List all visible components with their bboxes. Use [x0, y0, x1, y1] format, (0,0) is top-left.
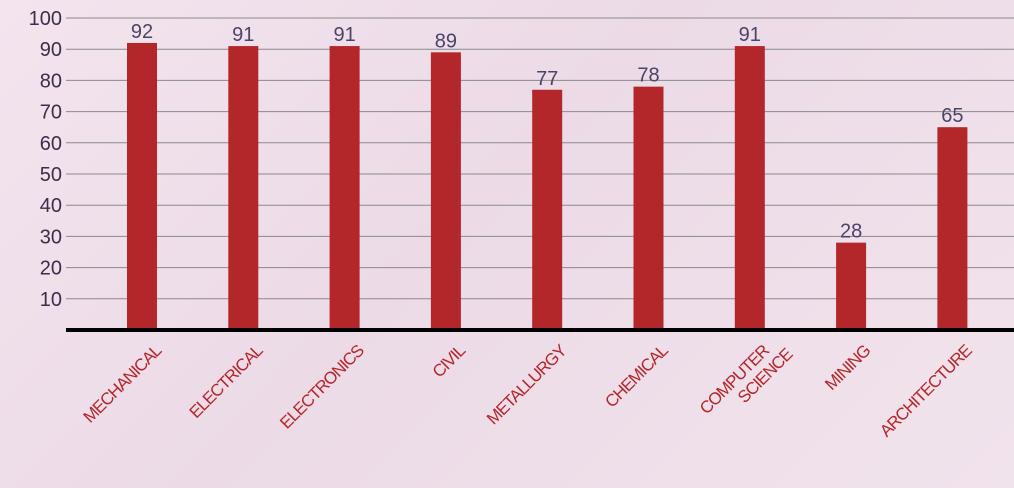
bar [633, 86, 664, 330]
value-label: 65 [941, 105, 963, 127]
y-tick-label: 80 [40, 70, 62, 92]
value-label: 78 [637, 65, 659, 87]
category-label: ELECTRONICS [276, 341, 368, 433]
bar [430, 52, 461, 330]
category-label: COMPUTERSCIENCE [696, 331, 796, 431]
bar [127, 42, 157, 331]
bar [228, 46, 259, 331]
y-tick-label: 40 [40, 195, 62, 217]
bars [127, 42, 968, 331]
y-tick-label: 30 [40, 226, 62, 248]
y-tick-label: 90 [40, 39, 62, 61]
y-tick-label: 20 [40, 258, 62, 280]
value-label: 91 [739, 24, 761, 46]
value-label: 28 [840, 221, 862, 243]
category-label: METALLURGY [483, 341, 570, 428]
bar [937, 127, 968, 330]
category-label: ELECTRICAL [186, 341, 267, 422]
value-label: 91 [333, 24, 355, 46]
category-label: CIVIL [429, 341, 469, 381]
bar [329, 46, 360, 331]
y-tick-label: 100 [29, 8, 62, 30]
category-label: MINING [821, 341, 874, 394]
bar [532, 89, 563, 330]
bar [836, 242, 867, 330]
category-label: ARCHITECTURE [876, 341, 976, 441]
y-axis-ticks: 10 20 30 40 50 60 70 80 90 100 [29, 8, 62, 311]
y-tick-label: 70 [40, 102, 62, 124]
value-label: 89 [435, 30, 457, 52]
category-labels: MECHANICAL ELECTRICAL ELECTRONICS CIVIL META… [80, 331, 976, 441]
category-label: CHEMICAL [601, 341, 671, 411]
value-label: 91 [232, 24, 254, 46]
value-label: 77 [536, 68, 558, 90]
y-tick-label: 10 [40, 289, 62, 311]
y-tick-label: 50 [40, 164, 62, 186]
category-label: MECHANICAL [80, 341, 166, 427]
y-tick-label: 60 [40, 133, 62, 155]
bar [734, 46, 765, 331]
value-labels: 92 91 91 89 77 78 91 28 65 [131, 21, 964, 243]
value-label: 92 [131, 21, 153, 43]
